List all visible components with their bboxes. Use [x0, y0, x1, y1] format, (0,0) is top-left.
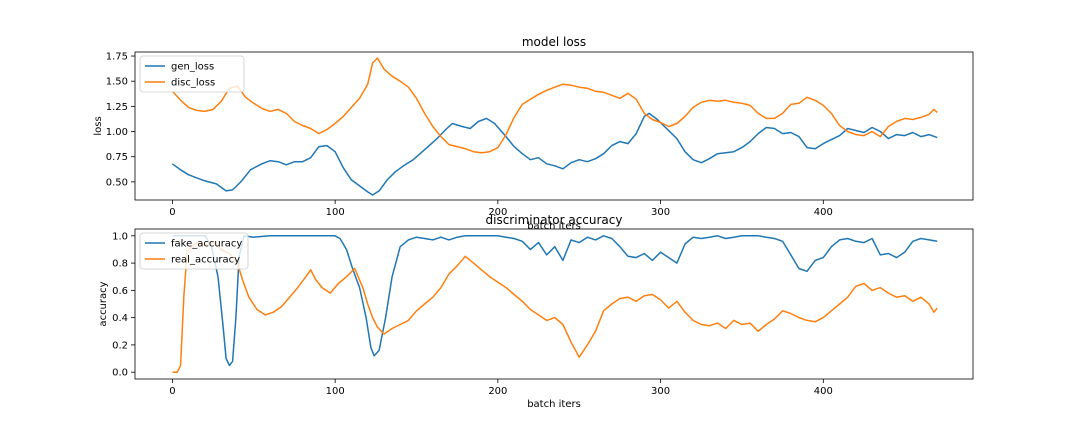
loss-legend-label-0: gen_loss	[171, 62, 214, 73]
accuracy-plot-frame	[134, 228, 974, 380]
accuracy-y-tick-label-3: 0.6	[112, 286, 128, 297]
loss-plot-frame	[134, 51, 974, 201]
accuracy-plot: discriminator accuracy 0 100 200 300 400 0.0…	[98, 213, 974, 410]
accuracy-x-tick-label-4: 400	[814, 386, 833, 397]
accuracy-legend: fake_accuracy real_accuracy	[139, 232, 249, 270]
loss-x-ticks: 0 100 200 300 400	[169, 200, 833, 218]
loss-y-ticks: 0.50 0.75 1.00 1.25 1.50 1.75	[106, 52, 135, 188]
accuracy-legend-box	[139, 232, 249, 270]
loss-y-tick-label-5: 1.75	[106, 52, 128, 63]
loss-x-tick-label-0: 0	[169, 207, 175, 218]
loss-series-line-1	[171, 57, 938, 154]
loss-legend-label-1: disc_loss	[171, 78, 215, 89]
loss-legend: gen_loss disc_loss	[139, 55, 245, 93]
loss-legend-box	[139, 55, 245, 93]
accuracy-chart-title: discriminator accuracy	[486, 213, 623, 227]
loss-x-tick-label-4: 400	[814, 207, 833, 218]
loss-lines	[171, 57, 938, 196]
loss-x-axis-label: batch iters	[527, 221, 581, 232]
loss-x-tick-label-2: 200	[488, 207, 507, 218]
accuracy-x-ticks: 0 100 200 300 400	[169, 379, 833, 397]
accuracy-x-tick-label-0: 0	[169, 386, 175, 397]
loss-chart-title: model loss	[522, 35, 586, 49]
accuracy-legend-label-1: real_accuracy	[171, 255, 240, 266]
accuracy-legend-label-0: fake_accuracy	[171, 239, 242, 250]
loss-x-tick-label-3: 300	[651, 207, 670, 218]
loss-plot: model loss 0 100 200 300 400 0.50 0.75 1.00 1.2…	[93, 35, 974, 232]
accuracy-y-tick-label-0: 0.0	[112, 368, 128, 379]
accuracy-y-tick-label-2: 0.4	[112, 313, 128, 324]
accuracy-x-tick-label-3: 300	[651, 386, 670, 397]
accuracy-x-tick-label-2: 200	[488, 386, 507, 397]
loss-y-axis-label: loss	[93, 116, 104, 135]
loss-y-tick-label-2: 1.00	[106, 127, 128, 138]
accuracy-lines	[172, 235, 938, 373]
loss-series-line-0	[171, 112, 938, 196]
accuracy-y-tick-label-5: 1.0	[112, 231, 128, 242]
accuracy-y-axis-label: accuracy	[98, 281, 109, 326]
accuracy-x-axis-label: batch iters	[527, 399, 581, 410]
loss-y-tick-label-3: 1.25	[106, 102, 128, 113]
loss-y-tick-label-4: 1.50	[106, 77, 128, 88]
accuracy-y-tick-label-4: 0.8	[112, 259, 128, 270]
accuracy-y-tick-label-1: 0.2	[112, 340, 128, 351]
loss-y-tick-label-1: 0.75	[106, 152, 128, 163]
accuracy-x-tick-label-1: 100	[326, 386, 345, 397]
loss-x-tick-label-1: 100	[326, 207, 345, 218]
accuracy-series-line-0	[172, 235, 938, 367]
accuracy-y-ticks: 0.0 0.2 0.4 0.6 0.8 1.0	[112, 231, 135, 379]
loss-y-tick-label-0: 0.50	[106, 177, 128, 188]
accuracy-series-line-1	[172, 241, 938, 373]
